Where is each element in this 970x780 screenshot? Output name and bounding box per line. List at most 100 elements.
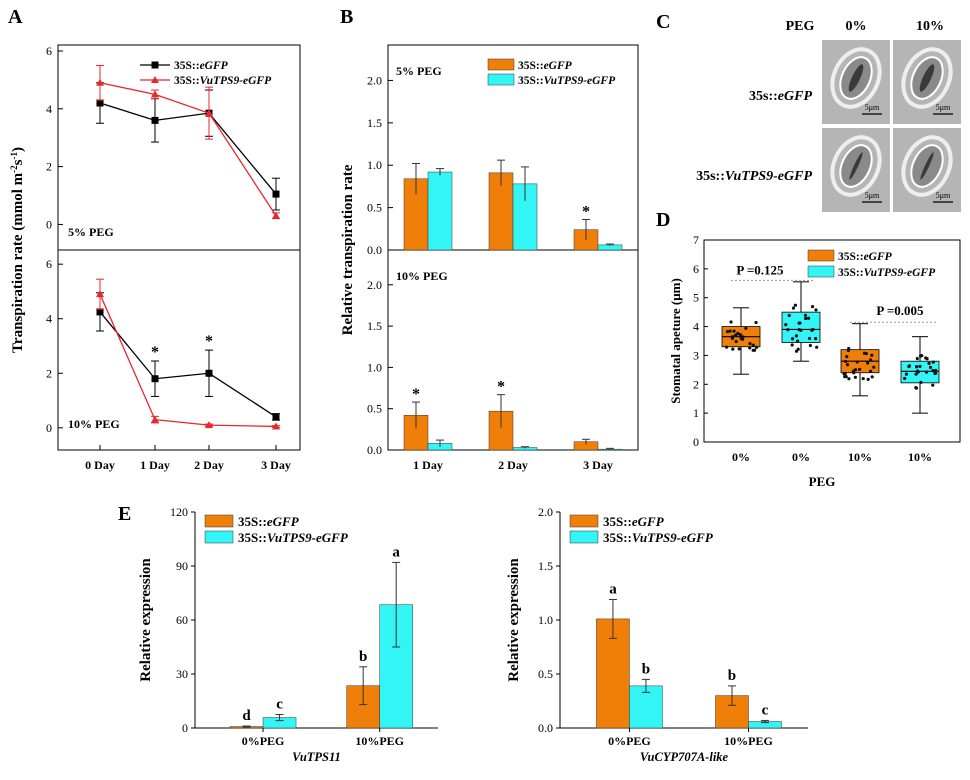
panel-d-box: [781, 311, 821, 343]
panel-a-line-chart: 0 2 4 6 5% PEG 0 2 4 6 * * 10% PEG 0 Day 1 Day 2 Day 3 …: [9, 44, 301, 472]
panel-e2-legend-swatch: [569, 514, 599, 528]
panel-e1-y-tick-label: 90: [176, 559, 188, 573]
panel-b-bar: [427, 171, 453, 251]
panel-d-pvalue-label: P =0.005: [876, 303, 924, 318]
panel-a-point-square: [96, 308, 104, 316]
panel-e1-legend-label: 35S::eGFP: [238, 514, 300, 529]
panel-b-y-tick-label: 1.0: [367, 158, 382, 172]
panel-d-data-point: [853, 368, 858, 372]
panel-b-y-tick-label: 2.0: [367, 278, 382, 292]
panel-a-point-triangle: [272, 211, 280, 219]
panel-a-point-square: [205, 369, 213, 377]
panel-d-data-point: [924, 370, 929, 374]
panel-d-legend-swatch: [807, 249, 835, 262]
panel-b-legend-label: 35S::eGFP: [518, 60, 573, 72]
panel-d-data-point: [733, 333, 738, 337]
panel-a-legend-triangle: [151, 76, 159, 83]
panel-e1-legend-label: 35S::VuTPS9-eGFP: [238, 530, 349, 545]
panel-d-data-point: [918, 354, 923, 358]
panel-e-vucyp707a-bar-chart: 0.0 0.5 1.0 1.5 2.0 a b 0%PEG b c 10%PEG VuCYP707A-…: [506, 505, 808, 764]
panel-d-data-point: [808, 343, 812, 348]
panel-b-legend-label: 35S::VuTPS9-eGFP: [518, 75, 616, 87]
panel-b-y-tick-label: 1.0: [367, 360, 382, 374]
panel-a-significance-star: *: [205, 333, 213, 350]
panel-d-y-tick-label: 4: [693, 320, 699, 334]
panel-d-data-point: [744, 326, 748, 330]
panel-a-x-tick-label: 1 Day: [140, 458, 170, 472]
panel-d-frame: [703, 239, 961, 443]
panel-b-subplot-label: 5% PEG: [396, 64, 442, 78]
panel-c-guard-cell-outline: [830, 47, 882, 109]
panel-c-row-label: 35s::eGFP: [749, 89, 812, 104]
panel-c-guard-cell-outline: [901, 135, 953, 197]
panel-e1-letter: b: [359, 649, 367, 665]
panel-e2-letter: c: [762, 702, 769, 718]
panel-e2-y-tick-label: 0.0: [538, 721, 553, 735]
panel-d-data-point: [738, 333, 743, 337]
panel-a-significance-star: *: [151, 344, 159, 361]
panel-e1-y-tick-label: 30: [176, 667, 188, 681]
panel-d-data-point: [790, 343, 794, 347]
panel-a-y-tick-label: 2: [46, 160, 52, 174]
panel-e1-x-tick-label: 10%PEG: [355, 734, 404, 748]
panel-d-data-point: [810, 304, 815, 309]
panel-c-stomatal-pore: [920, 152, 934, 180]
panel-d-x-axis-title: PEG: [809, 474, 836, 489]
panel-a-series-line: [99, 293, 277, 428]
panel-a-point-triangle: [96, 78, 104, 86]
panel-d-data-point: [731, 347, 735, 351]
panel-d-pvalue-label: P =0.125: [736, 262, 784, 277]
panel-b-y-tick-label: 0.5: [367, 201, 382, 215]
panel-d-data-point: [866, 377, 870, 381]
panel-d-data-point: [814, 308, 818, 312]
panel-d-data-point: [866, 361, 870, 365]
panel-d-data-point: [934, 368, 938, 373]
panel-e2-letter: b: [728, 668, 736, 684]
panel-d-data-point: [855, 360, 859, 364]
panel-c-row-label: 35s::VuTPS9-eGFP: [696, 169, 812, 184]
panel-d-data-point: [927, 361, 931, 365]
panel-e2-bar: [629, 685, 663, 729]
panel-b-x-tick-label: 2 Day: [498, 458, 528, 472]
panel-d-data-point: [870, 375, 874, 379]
panel-d-data-point: [931, 383, 935, 387]
panel-d-data-point: [811, 327, 815, 332]
panel-d-x-tick-label: 10%: [908, 450, 932, 464]
panel-d-data-point: [736, 331, 740, 335]
panel-a-legend-square: [151, 61, 159, 69]
panel-a-point-square: [272, 413, 280, 421]
panel-d-data-point: [914, 365, 919, 369]
panel-d-data-point: [918, 364, 922, 369]
panel-a-subplot-label: 10% PEG: [68, 417, 120, 431]
panel-d-data-point: [794, 349, 799, 353]
panel-a-point-square: [151, 116, 159, 124]
panel-e1-y-axis-title: Relative expression: [138, 558, 154, 682]
panel-d-x-tick-label: 10%: [848, 450, 872, 464]
panel-e1-y-tick-label: 120: [170, 505, 188, 519]
panel-d-data-point: [844, 359, 848, 364]
panel-d-data-point: [725, 329, 730, 334]
panel-d-data-point: [794, 334, 799, 338]
panel-d-data-point: [798, 321, 802, 325]
panel-d-legend-label: 35S::eGFP: [838, 251, 893, 263]
panel-a-series-line: [99, 102, 277, 195]
panel-e2-gene-label: VuCYP707A-like: [640, 750, 729, 764]
panel-c-col-label: 0%: [846, 19, 867, 34]
panel-b-significance-star: *: [497, 379, 505, 396]
panel-letter-e: E: [118, 503, 131, 525]
panel-d-data-point: [797, 328, 801, 332]
panel-c-stomatal-pore: [919, 64, 935, 92]
panel-b-legend-swatch: [487, 73, 515, 86]
panel-e2-y-tick-label: 1.0: [538, 613, 553, 627]
panel-letter-c: C: [656, 11, 670, 33]
panel-e2-legend-label: 35S::VuTPS9-eGFP: [603, 530, 714, 545]
panel-d-data-point: [914, 372, 918, 376]
panel-d-data-point: [725, 345, 729, 349]
panel-d-data-point: [916, 370, 920, 374]
panel-a-frame: [57, 44, 301, 451]
panel-d-data-point: [787, 313, 791, 318]
panel-d-y-tick-label: 5: [693, 291, 699, 305]
